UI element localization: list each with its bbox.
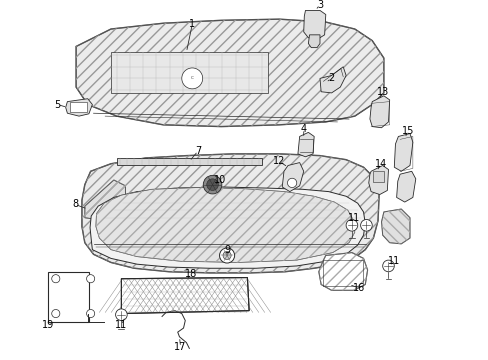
Polygon shape xyxy=(381,209,409,244)
Polygon shape xyxy=(368,166,387,194)
Bar xyxy=(117,158,262,166)
Polygon shape xyxy=(396,171,415,202)
Text: C: C xyxy=(190,76,193,80)
Circle shape xyxy=(219,248,234,263)
Bar xyxy=(48,272,89,322)
Circle shape xyxy=(346,220,357,231)
Circle shape xyxy=(86,310,95,318)
Bar xyxy=(323,260,362,286)
Polygon shape xyxy=(303,10,325,40)
Bar xyxy=(373,171,383,182)
Bar xyxy=(70,102,86,112)
Text: 1: 1 xyxy=(189,19,195,30)
Text: 12: 12 xyxy=(273,156,285,166)
Polygon shape xyxy=(76,19,383,127)
Circle shape xyxy=(86,275,95,283)
Polygon shape xyxy=(393,134,412,171)
Text: 3: 3 xyxy=(316,0,323,10)
Circle shape xyxy=(382,260,393,272)
Polygon shape xyxy=(318,253,367,290)
Polygon shape xyxy=(297,132,313,157)
Text: 2: 2 xyxy=(328,73,334,84)
Text: 7: 7 xyxy=(195,146,201,156)
Text: 13: 13 xyxy=(376,87,388,97)
Polygon shape xyxy=(96,188,354,262)
Circle shape xyxy=(206,179,218,190)
Text: 9: 9 xyxy=(224,245,230,255)
Circle shape xyxy=(182,68,203,89)
Text: 14: 14 xyxy=(374,159,386,169)
Circle shape xyxy=(360,220,371,231)
Polygon shape xyxy=(369,96,389,128)
Bar xyxy=(111,52,267,93)
Polygon shape xyxy=(82,154,378,273)
Text: 8: 8 xyxy=(72,199,78,210)
Polygon shape xyxy=(121,278,248,314)
Text: 11: 11 xyxy=(347,213,359,223)
Circle shape xyxy=(223,251,231,260)
Polygon shape xyxy=(282,163,303,192)
Text: 11: 11 xyxy=(387,256,400,266)
Text: 18: 18 xyxy=(184,269,197,279)
Circle shape xyxy=(52,310,60,318)
Text: 16: 16 xyxy=(353,283,365,293)
Polygon shape xyxy=(84,180,125,221)
Text: 10: 10 xyxy=(214,175,226,185)
Text: 5: 5 xyxy=(54,99,61,109)
Circle shape xyxy=(115,309,127,320)
Text: 15: 15 xyxy=(401,126,414,136)
Polygon shape xyxy=(90,187,365,268)
Polygon shape xyxy=(308,35,319,48)
Circle shape xyxy=(52,275,60,283)
Circle shape xyxy=(203,175,222,194)
Polygon shape xyxy=(65,99,92,116)
Text: 19: 19 xyxy=(42,320,54,330)
Circle shape xyxy=(287,178,296,188)
Polygon shape xyxy=(319,67,346,93)
Text: 17: 17 xyxy=(174,342,186,352)
Text: 11: 11 xyxy=(115,320,127,330)
Text: 4: 4 xyxy=(300,124,306,134)
